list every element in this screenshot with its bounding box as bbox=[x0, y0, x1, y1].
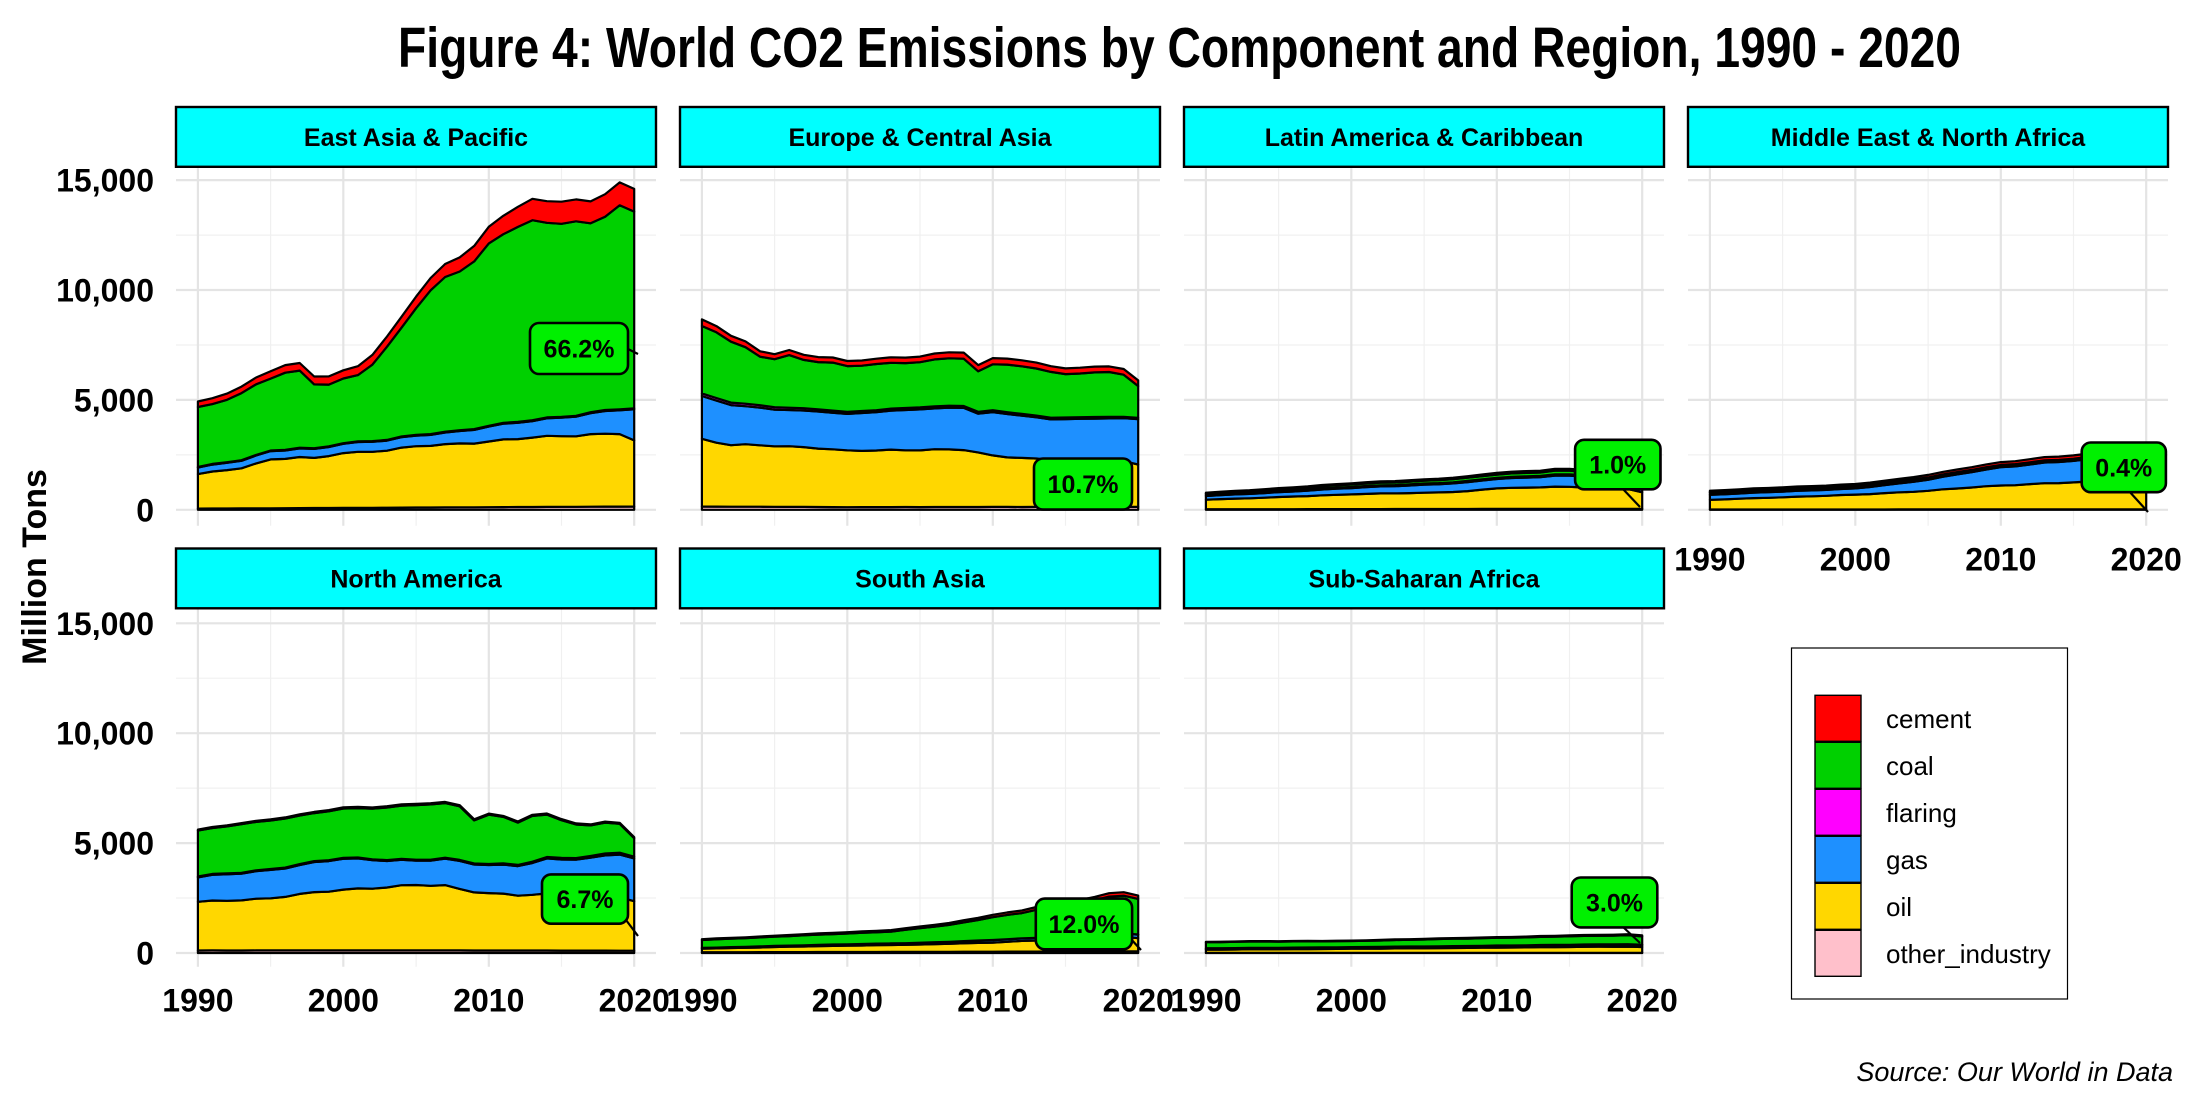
svg-text:1990: 1990 bbox=[1170, 983, 1241, 1019]
svg-text:3.0%: 3.0% bbox=[1586, 890, 1643, 918]
svg-text:oil: oil bbox=[1886, 892, 1912, 922]
svg-text:2010: 2010 bbox=[1965, 542, 2036, 578]
svg-text:Figure 4: World CO2 Emissions: Figure 4: World CO2 Emissions by Compone… bbox=[398, 16, 1961, 80]
svg-text:Middle East & North Africa: Middle East & North Africa bbox=[1771, 124, 2086, 152]
svg-text:2000: 2000 bbox=[812, 983, 883, 1019]
svg-text:12.0%: 12.0% bbox=[1049, 911, 1120, 939]
svg-text:Million Tons: Million Tons bbox=[16, 469, 54, 665]
svg-text:1990: 1990 bbox=[1674, 542, 1745, 578]
svg-text:1.0%: 1.0% bbox=[1589, 452, 1646, 480]
svg-text:0.4%: 0.4% bbox=[2095, 454, 2152, 482]
svg-text:2000: 2000 bbox=[308, 983, 379, 1019]
svg-text:Latin America & Caribbean: Latin America & Caribbean bbox=[1265, 124, 1584, 152]
svg-text:cement: cement bbox=[1886, 704, 1972, 734]
svg-text:North America: North America bbox=[330, 565, 502, 593]
svg-text:Europe & Central Asia: Europe & Central Asia bbox=[788, 124, 1052, 152]
svg-text:10.7%: 10.7% bbox=[1048, 471, 1119, 499]
svg-text:10,000: 10,000 bbox=[56, 273, 154, 309]
svg-text:66.2%: 66.2% bbox=[544, 336, 615, 364]
svg-text:2000: 2000 bbox=[1316, 983, 1387, 1019]
svg-text:15,000: 15,000 bbox=[56, 163, 154, 199]
svg-text:0: 0 bbox=[136, 936, 154, 972]
svg-text:15,000: 15,000 bbox=[56, 606, 154, 642]
svg-text:2000: 2000 bbox=[1820, 542, 1891, 578]
svg-text:2020: 2020 bbox=[1103, 983, 1174, 1019]
svg-text:2020: 2020 bbox=[1607, 983, 1678, 1019]
svg-text:Source: Our World in Data: Source: Our World in Data bbox=[1856, 1057, 2173, 1087]
svg-text:East Asia & Pacific: East Asia & Pacific bbox=[304, 124, 528, 152]
svg-text:5,000: 5,000 bbox=[74, 382, 154, 418]
svg-text:2010: 2010 bbox=[957, 983, 1028, 1019]
svg-text:10,000: 10,000 bbox=[56, 716, 154, 752]
svg-text:1990: 1990 bbox=[666, 983, 737, 1019]
svg-text:0: 0 bbox=[136, 492, 154, 528]
svg-text:1990: 1990 bbox=[162, 983, 233, 1019]
svg-text:2010: 2010 bbox=[1461, 983, 1532, 1019]
svg-text:5,000: 5,000 bbox=[74, 826, 154, 862]
svg-text:gas: gas bbox=[1886, 845, 1928, 875]
svg-text:other_industry: other_industry bbox=[1886, 939, 2051, 969]
svg-text:Sub-Saharan Africa: Sub-Saharan Africa bbox=[1308, 565, 1540, 593]
svg-text:2010: 2010 bbox=[453, 983, 524, 1019]
svg-text:2020: 2020 bbox=[599, 983, 670, 1019]
svg-text:coal: coal bbox=[1886, 751, 1934, 781]
svg-text:South Asia: South Asia bbox=[855, 565, 986, 593]
svg-text:6.7%: 6.7% bbox=[557, 886, 614, 914]
svg-text:2020: 2020 bbox=[2111, 542, 2182, 578]
svg-text:flaring: flaring bbox=[1886, 798, 1957, 828]
